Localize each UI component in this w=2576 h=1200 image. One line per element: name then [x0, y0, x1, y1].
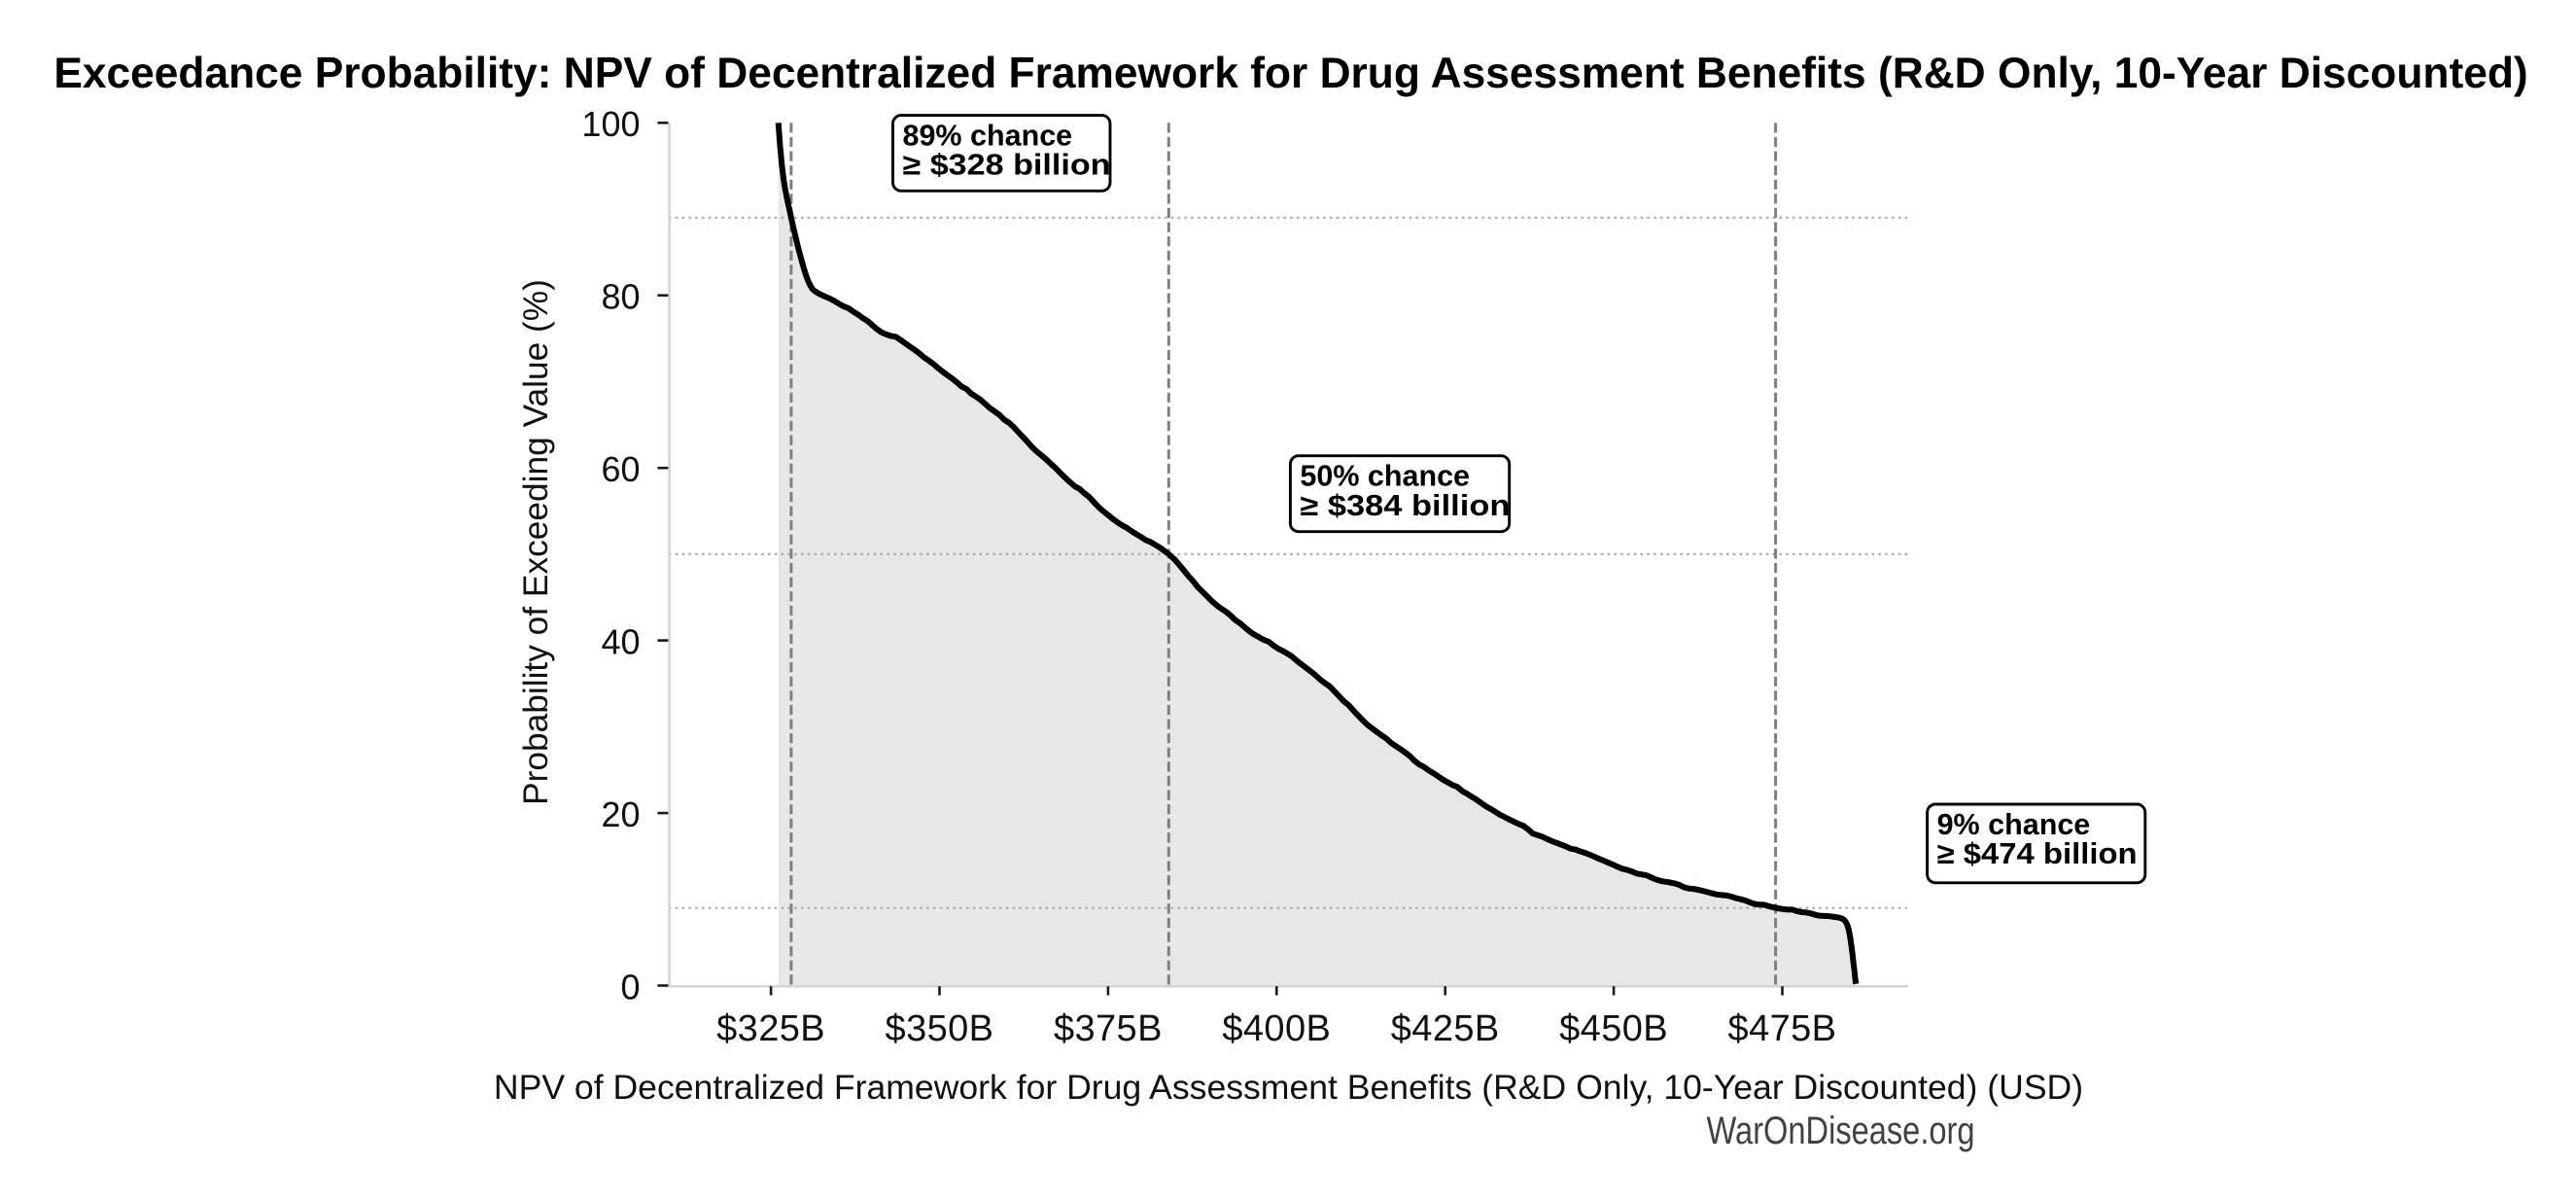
svg-text:$475B: $475B: [1728, 1008, 1837, 1049]
svg-text:$425B: $425B: [1391, 1008, 1500, 1049]
svg-text:50% chance: 50% chance: [1300, 460, 1470, 493]
svg-text:NPV of Decentralized Framework: NPV of Decentralized Framework for Drug …: [494, 1068, 2083, 1107]
svg-text:20: 20: [601, 794, 640, 834]
svg-text:80: 80: [601, 277, 640, 317]
svg-text:$375B: $375B: [1054, 1008, 1163, 1049]
svg-text:Probability of Exceeding Value: Probability of Exceeding Value (%): [517, 279, 555, 805]
svg-text:≥ $474 billion: ≥ $474 billion: [1937, 837, 2138, 870]
svg-text:$400B: $400B: [1222, 1008, 1331, 1049]
svg-text:$325B: $325B: [716, 1008, 825, 1049]
svg-text:100: 100: [581, 104, 640, 144]
svg-text:60: 60: [601, 449, 640, 489]
svg-text:$350B: $350B: [886, 1008, 994, 1049]
svg-text:$450B: $450B: [1559, 1008, 1668, 1049]
svg-text:9% chance: 9% chance: [1937, 808, 2091, 841]
svg-text:WarOnDisease.org: WarOnDisease.org: [1707, 1110, 1975, 1152]
svg-text:Exceedance Probability: NPV of: Exceedance Probability: NPV of Decentral…: [53, 50, 2527, 97]
svg-text:≥ $328 billion: ≥ $328 billion: [903, 149, 1111, 182]
svg-text:≥ $384 billion: ≥ $384 billion: [1300, 489, 1510, 522]
svg-text:40: 40: [601, 621, 640, 661]
svg-text:0: 0: [620, 967, 640, 1006]
svg-text:89% chance: 89% chance: [903, 120, 1073, 153]
